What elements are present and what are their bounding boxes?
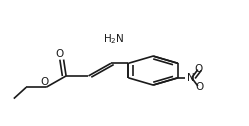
Text: O: O <box>194 64 203 74</box>
Text: H$_2$N: H$_2$N <box>103 32 124 46</box>
Text: O: O <box>41 77 49 87</box>
Text: O: O <box>56 49 64 59</box>
Text: O: O <box>195 82 203 92</box>
Text: N: N <box>187 73 194 83</box>
